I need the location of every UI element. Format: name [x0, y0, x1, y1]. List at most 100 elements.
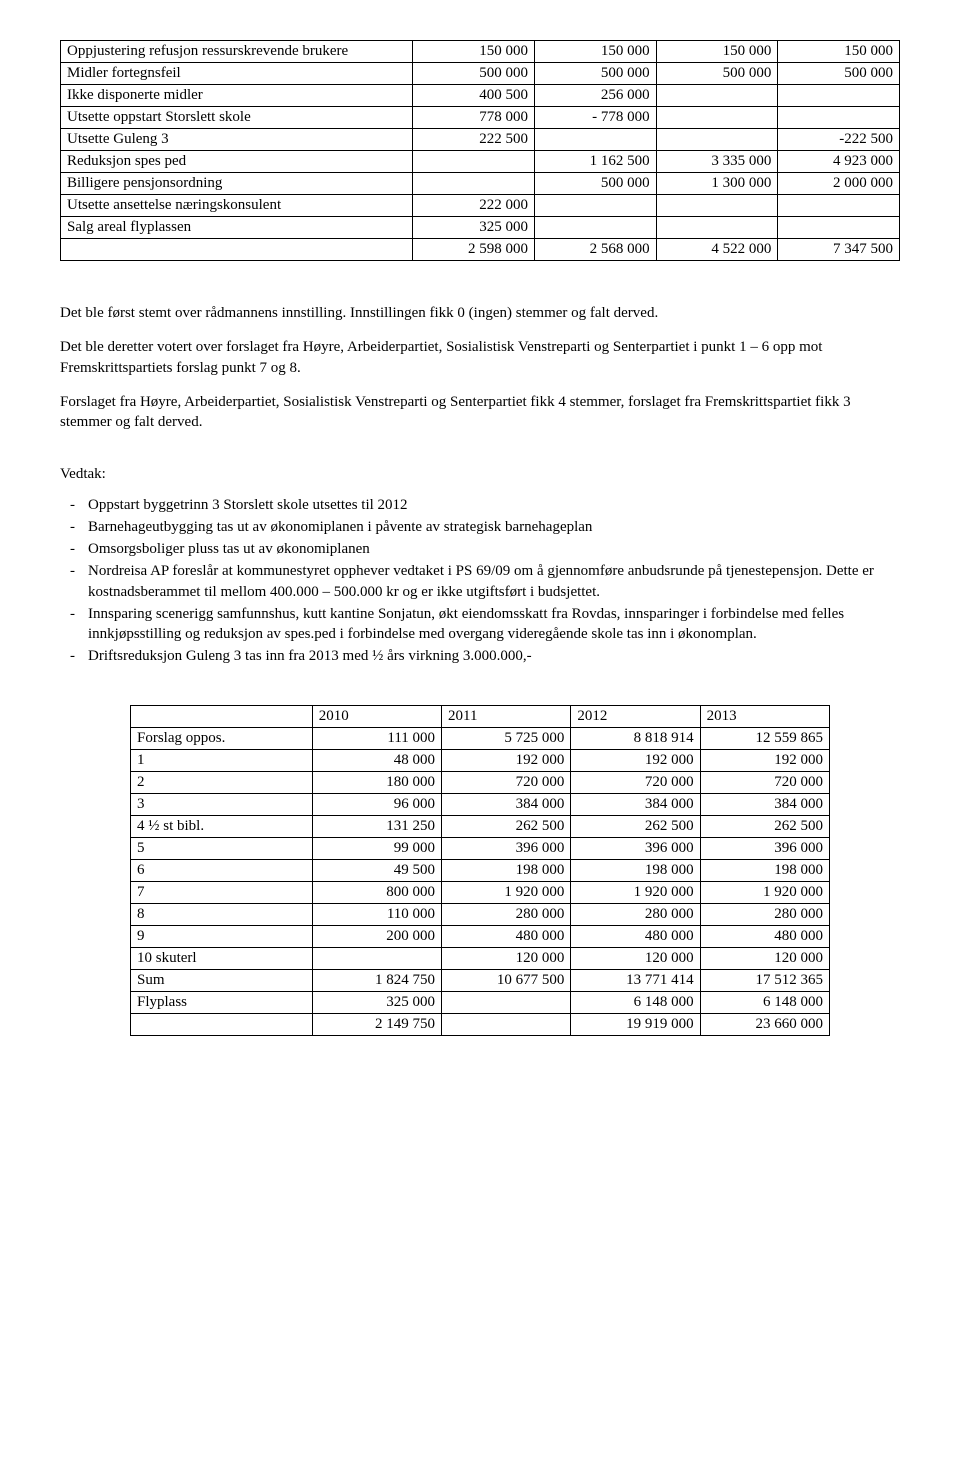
- cell-value: 6 148 000: [571, 991, 700, 1013]
- cell-value: 262 500: [571, 815, 700, 837]
- column-header: 2013: [700, 705, 829, 727]
- list-item: Driftsreduksjon Guleng 3 tas inn fra 201…: [88, 646, 900, 666]
- cell-value: 778 000: [413, 107, 535, 129]
- row-label: 10 skuterl: [131, 947, 313, 969]
- list-item: Nordreisa AP foreslår at kommunestyret o…: [88, 561, 900, 602]
- column-header: 2010: [312, 705, 441, 727]
- cell-value: 256 000: [535, 85, 657, 107]
- table-row: Reduksjon spes ped1 162 5003 335 0004 92…: [61, 151, 900, 173]
- row-label: Sum: [131, 969, 313, 991]
- table-row: 599 000396 000396 000396 000: [131, 837, 830, 859]
- table-row: 2180 000720 000720 000720 000: [131, 771, 830, 793]
- table-row: Billigere pensjonsordning500 0001 300 00…: [61, 173, 900, 195]
- paragraph-2: Det ble deretter votert over forslaget f…: [60, 337, 900, 378]
- cell-value: 19 919 000: [571, 1013, 700, 1035]
- row-label: Utsette oppstart Storslett skole: [61, 107, 413, 129]
- column-header: 2011: [442, 705, 571, 727]
- cell-value: 1 162 500: [535, 151, 657, 173]
- table-row: 649 500198 000198 000198 000: [131, 859, 830, 881]
- cell-value: [656, 85, 778, 107]
- cell-value: [535, 195, 657, 217]
- cell-value: 720 000: [700, 771, 829, 793]
- cell-value: 222 000: [413, 195, 535, 217]
- cell-value: 150 000: [778, 41, 900, 63]
- column-header: [131, 705, 313, 727]
- cell-value: 198 000: [700, 859, 829, 881]
- table-row: Utsette oppstart Storslett skole778 000-…: [61, 107, 900, 129]
- cell-value: 23 660 000: [700, 1013, 829, 1035]
- cell-value: 150 000: [656, 41, 778, 63]
- table-row: Forslag oppos.111 0005 725 0008 818 9141…: [131, 727, 830, 749]
- cell-value: 5 725 000: [442, 727, 571, 749]
- cell-value: 198 000: [442, 859, 571, 881]
- table-row: 148 000192 000192 000192 000: [131, 749, 830, 771]
- cell-value: 8 818 914: [571, 727, 700, 749]
- list-item: Innsparing scenerigg samfunnshus, kutt k…: [88, 604, 900, 645]
- cell-value: 200 000: [312, 925, 441, 947]
- cell-value: -222 500: [778, 129, 900, 151]
- cell-value: 325 000: [413, 217, 535, 239]
- table-row: Midler fortegnsfeil500 000500 000500 000…: [61, 63, 900, 85]
- cell-value: [656, 107, 778, 129]
- cell-value: 150 000: [413, 41, 535, 63]
- row-label: 5: [131, 837, 313, 859]
- row-label: [131, 1013, 313, 1035]
- cell-value: 7 347 500: [778, 239, 900, 261]
- cell-value: [535, 217, 657, 239]
- cell-value: 1 920 000: [571, 881, 700, 903]
- cell-value: 3 335 000: [656, 151, 778, 173]
- table-row: 396 000384 000384 000384 000: [131, 793, 830, 815]
- row-label: 9: [131, 925, 313, 947]
- table-row: Sum1 824 75010 677 50013 771 41417 512 3…: [131, 969, 830, 991]
- cell-value: 192 000: [571, 749, 700, 771]
- cell-value: 120 000: [442, 947, 571, 969]
- paragraph-3: Forslaget fra Høyre, Arbeiderpartiet, So…: [60, 392, 900, 433]
- cell-value: 262 500: [442, 815, 571, 837]
- row-label: 4 ½ st bibl.: [131, 815, 313, 837]
- cell-value: 480 000: [442, 925, 571, 947]
- cell-value: 150 000: [535, 41, 657, 63]
- row-label: 7: [131, 881, 313, 903]
- cell-value: [656, 195, 778, 217]
- row-label: 2: [131, 771, 313, 793]
- cell-value: 500 000: [656, 63, 778, 85]
- cell-value: [312, 947, 441, 969]
- cell-value: [656, 129, 778, 151]
- cell-value: 110 000: [312, 903, 441, 925]
- table-row: 2 598 0002 568 0004 522 0007 347 500: [61, 239, 900, 261]
- cell-value: 396 000: [442, 837, 571, 859]
- row-label: Salg areal flyplassen: [61, 217, 413, 239]
- cell-value: - 778 000: [535, 107, 657, 129]
- row-label: Billigere pensjonsordning: [61, 173, 413, 195]
- row-label: Utsette Guleng 3: [61, 129, 413, 151]
- cell-value: 2 568 000: [535, 239, 657, 261]
- row-label: Midler fortegnsfeil: [61, 63, 413, 85]
- row-label: 6: [131, 859, 313, 881]
- row-label: 1: [131, 749, 313, 771]
- row-label: 3: [131, 793, 313, 815]
- table-row: 4 ½ st bibl.131 250262 500262 500262 500: [131, 815, 830, 837]
- cell-value: 48 000: [312, 749, 441, 771]
- column-header: 2012: [571, 705, 700, 727]
- table-row: Oppjustering refusjon ressurskrevende br…: [61, 41, 900, 63]
- cell-value: 280 000: [571, 903, 700, 925]
- cell-value: 262 500: [700, 815, 829, 837]
- cell-value: [778, 107, 900, 129]
- table-row: Flyplass325 0006 148 0006 148 000: [131, 991, 830, 1013]
- list-item: Oppstart byggetrinn 3 Storslett skole ut…: [88, 495, 900, 515]
- cell-value: 384 000: [442, 793, 571, 815]
- cell-value: [778, 217, 900, 239]
- cell-value: [413, 151, 535, 173]
- table-row: 2 149 75019 919 00023 660 000: [131, 1013, 830, 1035]
- budget-table-2: 2010201120122013Forslag oppos.111 0005 7…: [130, 705, 830, 1036]
- row-label: Flyplass: [131, 991, 313, 1013]
- cell-value: 96 000: [312, 793, 441, 815]
- cell-value: 800 000: [312, 881, 441, 903]
- cell-value: 192 000: [442, 749, 571, 771]
- row-label: Ikke disponerte midler: [61, 85, 413, 107]
- table-row: Utsette ansettelse næringskonsulent222 0…: [61, 195, 900, 217]
- budget-table-1: Oppjustering refusjon ressurskrevende br…: [60, 40, 900, 261]
- cell-value: 1 824 750: [312, 969, 441, 991]
- table-row: 7800 0001 920 0001 920 0001 920 000: [131, 881, 830, 903]
- vedtak-heading: Vedtak:: [60, 464, 900, 484]
